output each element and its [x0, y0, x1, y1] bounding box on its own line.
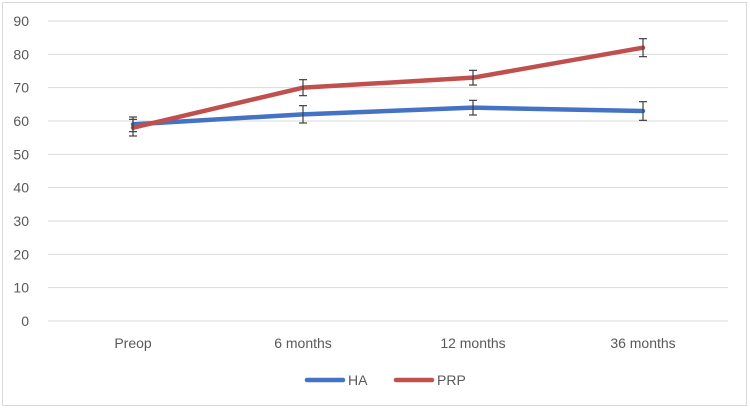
error-bar-ha: [469, 99, 477, 116]
error-bars: [129, 38, 647, 137]
y-tick-label: 40: [13, 180, 29, 196]
y-axis-ticks: 0 10 20 30 40 50 60 70 80 90: [13, 13, 29, 329]
y-tick-label: 80: [13, 46, 29, 62]
error-bar-prp: [469, 69, 477, 86]
error-bar-ha: [639, 101, 647, 121]
legend: HA PRP: [304, 372, 466, 388]
legend-label-prp: PRP: [437, 372, 466, 388]
error-bar-prp: [129, 118, 137, 137]
y-tick-label: 70: [13, 80, 29, 96]
x-axis-ticks: Preop 6 months 12 months 36 months: [114, 335, 675, 351]
x-tick-label: 36 months: [610, 335, 675, 351]
gridlines: [48, 20, 728, 322]
y-tick-label: 10: [13, 280, 29, 296]
y-tick-label: 30: [13, 213, 29, 229]
y-tick-label: 20: [13, 246, 29, 262]
y-tick-label: 0: [21, 313, 29, 329]
series-lines: [130, 45, 646, 130]
x-tick-label: 6 months: [274, 335, 332, 351]
legend-label-ha: HA: [348, 372, 368, 388]
x-tick-label: 12 months: [440, 335, 505, 351]
error-bar-prp: [299, 79, 307, 97]
series-line-ha: [130, 105, 646, 127]
error-bar-prp: [639, 38, 647, 58]
series-line-prp: [130, 45, 646, 130]
y-tick-label: 90: [13, 13, 29, 29]
x-tick-label: Preop: [114, 335, 152, 351]
y-tick-label: 50: [13, 146, 29, 162]
y-tick-label: 60: [13, 113, 29, 129]
error-bar-ha: [299, 105, 307, 124]
